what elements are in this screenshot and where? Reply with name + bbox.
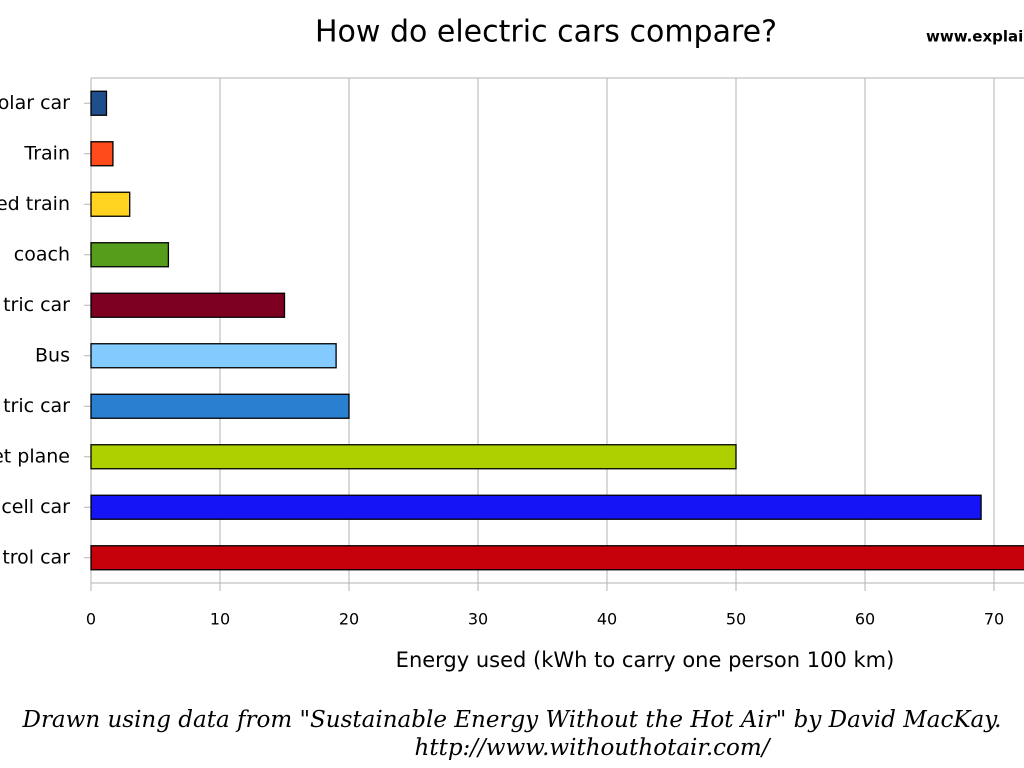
bar xyxy=(90,494,982,520)
y-tick-label: coach xyxy=(14,243,70,265)
y-tick-label: et plane xyxy=(0,445,70,467)
bar xyxy=(90,444,737,470)
x-tick-label: 10 xyxy=(210,610,230,629)
x-axis-label: Energy used (kWh to carry one person 100… xyxy=(396,648,895,672)
bar xyxy=(90,90,108,116)
bar xyxy=(90,545,1024,571)
y-tick-label: Bus xyxy=(35,344,70,366)
bar xyxy=(90,242,170,268)
footnote: Drawn using data from "Sustainable Energ… xyxy=(22,707,1002,733)
chart-title: How do electric cars compare? xyxy=(315,15,777,50)
bar xyxy=(90,292,286,318)
x-tick-label: 70 xyxy=(984,610,1004,629)
x-tick-label: 20 xyxy=(339,610,359,629)
y-tick-label: trol car xyxy=(2,546,70,568)
bar xyxy=(90,393,350,419)
bar xyxy=(90,343,337,369)
y-tick-label: olar car xyxy=(0,92,70,114)
x-tick-label: 30 xyxy=(468,610,488,629)
x-tick-label: 0 xyxy=(86,610,96,629)
bar xyxy=(90,141,114,167)
y-tick-label: ed train xyxy=(0,193,70,215)
source-tag: www.explai xyxy=(926,28,1023,46)
footnote: http://www.withouthotair.com/ xyxy=(415,735,772,761)
y-tick-label: tric car xyxy=(3,294,70,316)
x-tick-label: 50 xyxy=(726,610,746,629)
x-tick-label: 60 xyxy=(855,610,875,629)
y-tick-label: tric car xyxy=(3,395,70,417)
y-tick-label: Train xyxy=(23,142,70,164)
y-tick-label: cell car xyxy=(1,496,70,518)
x-tick-label: 40 xyxy=(597,610,617,629)
bar xyxy=(90,191,131,217)
